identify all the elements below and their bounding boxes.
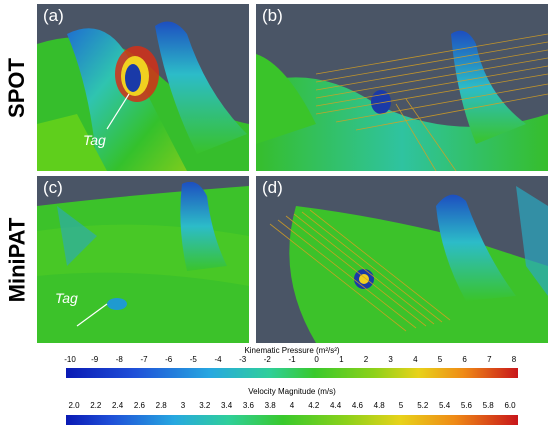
panel-a-render	[37, 21, 249, 171]
velocity-colorbar-gradient	[66, 415, 518, 425]
pressure-colorbar-tick: -1	[288, 355, 296, 364]
velocity-colorbar-tick: 4.6	[351, 401, 363, 410]
pressure-colorbar-tick: -6	[165, 355, 173, 364]
velocity-colorbar-title: Velocity Magnitude (m/s)	[248, 387, 336, 396]
velocity-colorbar-tick: 2.4	[112, 401, 124, 410]
velocity-colorbar-tick: 4.4	[330, 401, 342, 410]
pressure-colorbar-tick: 1	[339, 355, 344, 364]
velocity-colorbar-tick: 3.6	[242, 401, 254, 410]
pressure-colorbar-tick: -7	[140, 355, 148, 364]
pressure-colorbar-tick: -8	[115, 355, 123, 364]
velocity-colorbar-tick: 2.0	[68, 401, 80, 410]
velocity-colorbar-tick: 4.8	[373, 401, 385, 410]
pressure-colorbar-tick: -10	[64, 355, 76, 364]
pressure-colorbar-title: Kinematic Pressure (m²/s²)	[244, 346, 340, 355]
pressure-colorbar-tick: 2	[363, 355, 369, 364]
pressure-colorbar-tick: 4	[413, 355, 418, 364]
panel-b-render	[256, 30, 548, 171]
velocity-colorbar-tick: 6.0	[504, 401, 516, 410]
row-label-minipat-text: MiniPAT	[4, 217, 30, 303]
velocity-colorbar-tick: 4.2	[308, 401, 320, 410]
velocity-colorbar: Velocity Magnitude (m/s) 2.0 2.2 2.4 2.6 2.8…	[66, 387, 518, 425]
row-label-spot-text: SPOT	[4, 58, 29, 118]
panel-d-letter: (d)	[262, 178, 283, 197]
velocity-colorbar-tick: 5.6	[460, 401, 472, 410]
pressure-colorbar-gradient	[66, 368, 518, 378]
velocity-colorbar-tick: 5.8	[482, 401, 494, 410]
velocity-colorbar-tick: 2.6	[133, 401, 145, 410]
velocity-colorbar-tick: 2.8	[155, 401, 167, 410]
panel-c-letter: (c)	[43, 178, 63, 197]
pressure-colorbar-tick: -3	[239, 355, 247, 364]
velocity-colorbar-tick: 5.4	[439, 401, 451, 410]
pressure-colorbar-tick: 0	[314, 355, 319, 364]
panel-c: (c) Tag	[37, 176, 249, 343]
row-label-spot: SPOT	[0, 4, 34, 172]
pressure-colorbar-tick: 8	[511, 355, 517, 364]
velocity-colorbar-tick: 3.8	[264, 401, 276, 410]
velocity-colorbar-tick: 3.4	[221, 401, 233, 410]
velocity-colorbar-tick: 2.2	[90, 401, 102, 410]
velocity-colorbar-ticks: 2.0 2.2 2.4 2.6 2.8 3 3.2 3.4 3.6 3.8 4 4.2 4.4 4.6 4.…	[66, 401, 518, 415]
panel-d: (d)	[256, 176, 548, 343]
velocity-colorbar-tick: 4	[289, 401, 295, 410]
panel-d-render	[269, 186, 548, 343]
pressure-colorbar-tick: 3	[388, 355, 393, 364]
pressure-colorbar-tick: 6	[462, 355, 467, 364]
panel-a: (a) Tag	[37, 4, 249, 171]
panel-c-render	[37, 176, 249, 343]
pressure-colorbar-tick: -2	[263, 355, 271, 364]
panel-b: (b)	[256, 4, 548, 171]
panel-a-tag-label: Tag	[83, 132, 106, 148]
velocity-colorbar-tick: 5	[398, 401, 404, 410]
velocity-colorbar-tick: 5.2	[417, 401, 429, 410]
panel-b-letter: (b)	[262, 6, 283, 25]
pressure-colorbar-ticks: -10 -9 -8 -7 -6 -5 -4 -3 -2 -1 0 1 2 3 4 5 6 7 8	[64, 355, 518, 369]
pressure-colorbar-tick: 7	[487, 355, 492, 364]
velocity-colorbar-tick: 3.2	[199, 401, 211, 410]
pressure-colorbar-tick: -4	[214, 355, 222, 364]
pressure-colorbar-tick: 5	[437, 355, 443, 364]
pressure-colorbar: Kinematic Pressure (m²/s²) -10 -9 -8 -7 -6 -5…	[64, 346, 518, 384]
velocity-colorbar-tick: 3	[180, 401, 186, 410]
row-label-minipat: MiniPAT	[0, 176, 34, 344]
panel-c-tag-label: Tag	[55, 290, 78, 306]
pressure-colorbar-tick: -5	[189, 355, 197, 364]
pressure-colorbar-tick: -9	[91, 355, 99, 364]
panel-a-letter: (a)	[43, 6, 64, 25]
